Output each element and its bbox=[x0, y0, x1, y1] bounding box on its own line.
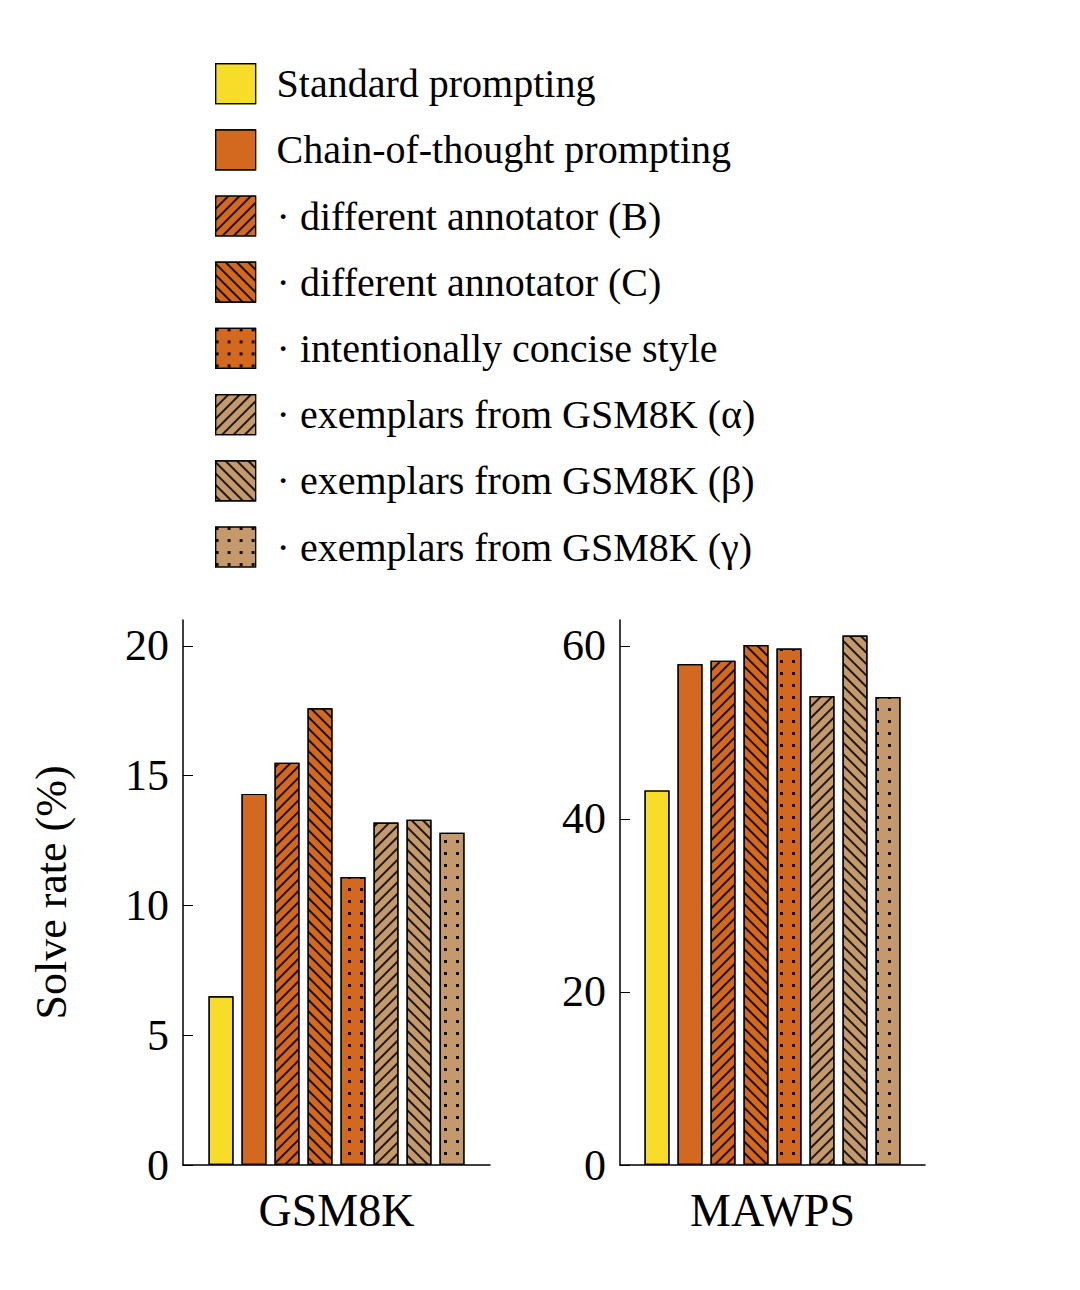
svg-text:MAWPS: MAWPS bbox=[690, 1185, 855, 1236]
svg-text:Standard prompting: Standard prompting bbox=[277, 61, 596, 106]
svg-text:0: 0 bbox=[147, 1141, 169, 1190]
svg-text:40: 40 bbox=[562, 794, 606, 843]
svg-text:60: 60 bbox=[562, 621, 606, 670]
svg-text:15: 15 bbox=[125, 751, 169, 800]
svg-text:20: 20 bbox=[562, 967, 606, 1016]
svg-text:· exemplars from GSM8K (α): · exemplars from GSM8K (α) bbox=[277, 392, 756, 437]
svg-text:5: 5 bbox=[147, 1011, 169, 1060]
svg-text:0: 0 bbox=[584, 1141, 606, 1190]
svg-text:Chain-of-thought prompting: Chain-of-thought prompting bbox=[277, 127, 731, 172]
svg-text:· different annotator (B): · different annotator (B) bbox=[277, 194, 662, 239]
svg-text:· different annotator (C): · different annotator (C) bbox=[277, 260, 662, 305]
svg-text:· exemplars from GSM8K (γ): · exemplars from GSM8K (γ) bbox=[277, 525, 752, 570]
svg-text:Solve rate (%): Solve rate (%) bbox=[27, 765, 76, 1019]
svg-text:· intentionally concise style: · intentionally concise style bbox=[277, 326, 718, 371]
svg-text:20: 20 bbox=[125, 621, 169, 670]
svg-text:10: 10 bbox=[125, 881, 169, 930]
svg-text:· exemplars from GSM8K (β): · exemplars from GSM8K (β) bbox=[277, 458, 755, 503]
svg-text:GSM8K: GSM8K bbox=[259, 1185, 415, 1236]
